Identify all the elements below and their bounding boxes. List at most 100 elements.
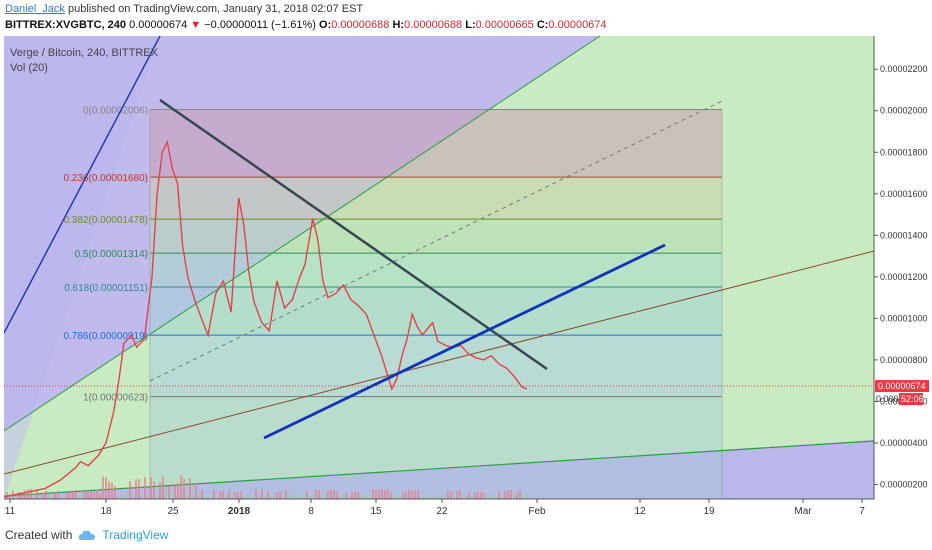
volume-bar	[15, 493, 17, 499]
volume-bar	[300, 495, 302, 499]
volume-bar	[228, 490, 230, 499]
volume-bar	[291, 493, 293, 499]
volume-bar	[96, 489, 98, 499]
volume-bar	[408, 490, 410, 499]
volume-bar	[102, 476, 104, 499]
volume-bar	[87, 491, 89, 499]
footer: Created with TradingView	[5, 528, 168, 542]
volume-bar	[354, 491, 356, 499]
last-price-badge: 0.00000674 0.000 52:06	[875, 380, 929, 406]
volume-bar	[24, 490, 26, 499]
volume-bar	[471, 495, 473, 499]
uptrend-support-line[interactable]	[263, 243, 666, 440]
tradingview-brand[interactable]: TradingView	[102, 528, 169, 542]
volume-bar	[18, 491, 20, 499]
high-label: H:	[392, 19, 405, 31]
price-tick-label: 0.00001400	[880, 230, 928, 240]
series-legend[interactable]: Verge / Bitcoin, 240, BITTREX	[10, 47, 158, 59]
volume-bar	[438, 494, 440, 499]
volume-bar	[243, 496, 245, 499]
plot-area[interactable]: 0(0.00002006) 0.236(0.00001680) 0.382(0.00…	[4, 36, 874, 499]
fib-level-label: 0.618(0.00001151)	[64, 283, 148, 294]
price-change: −0.00000011 (−1.61%)	[204, 19, 316, 31]
time-tick-label: Feb	[528, 506, 546, 517]
volume-bar	[36, 489, 38, 499]
volume-bar	[387, 489, 389, 499]
volume-bar	[450, 491, 452, 499]
volume-bar	[504, 491, 506, 499]
fib-retracement[interactable]: 0(0.00002006) 0.236(0.00001680) 0.382(0.00…	[63, 105, 723, 499]
volume-bar	[132, 492, 134, 499]
created-with-label: Created with	[5, 528, 73, 542]
fan-line-upper[interactable]	[4, 36, 601, 432]
volume-bar	[366, 493, 368, 499]
volume-bar	[198, 493, 200, 499]
volume-bar	[162, 476, 164, 499]
price-tick-label: 0.00000200	[880, 479, 928, 489]
price-chart[interactable]: 0(0.00002006) 0.236(0.00001680) 0.382(0.00…	[0, 36, 932, 520]
time-axis-ticks[interactable]: 11 18 25 2018 8 15 22 Feb 12 19 Mar 7	[5, 499, 865, 517]
volume-bar	[519, 489, 521, 499]
time-tick-label: 11	[5, 506, 16, 517]
volume-bar	[414, 491, 416, 499]
volume-bar	[222, 491, 224, 499]
ohlc-bar: BITTREX:XVGBTC, 240 0.00000674 ▼ −0.0000…	[5, 19, 607, 31]
volume-bar	[117, 495, 119, 499]
volume-bar	[489, 496, 491, 499]
fib-zone	[150, 287, 722, 336]
volume-bar	[270, 493, 272, 499]
volume-bar	[423, 494, 425, 499]
volume-bar	[54, 492, 56, 499]
author-link[interactable]: Daniel_Jack	[5, 3, 65, 15]
downtrend-line[interactable]	[159, 98, 548, 371]
volume-bar	[369, 495, 371, 499]
volume-bar	[255, 489, 257, 499]
brown-trendline[interactable]	[4, 250, 874, 475]
volume-bar	[432, 496, 434, 499]
volume-bar	[501, 493, 503, 499]
published-text: published on TradingView.com, January 31…	[67, 3, 364, 15]
volume-bar	[60, 495, 62, 499]
volume-bar	[327, 491, 329, 499]
price-tick-label: 0.00001000	[880, 313, 928, 323]
fan-line-steep[interactable]	[4, 36, 161, 334]
volume-bar	[378, 489, 380, 499]
volume-bar	[207, 496, 209, 499]
volume-bar	[285, 490, 287, 499]
volume-legend[interactable]: Vol (20)	[10, 62, 48, 74]
fib-level-label: 0.382(0.00001478)	[63, 215, 148, 226]
volume-bar	[276, 492, 278, 499]
volume-bar	[309, 496, 311, 499]
volume-bar	[195, 483, 197, 499]
volume-bar	[486, 495, 488, 499]
close-value: 0.00000674	[548, 19, 607, 31]
volume-bar	[210, 494, 212, 499]
volume-bar	[171, 490, 173, 499]
volume-bar	[144, 476, 146, 499]
fib-zone	[150, 253, 722, 288]
price-axis[interactable]	[874, 36, 932, 520]
volume-bar	[477, 491, 479, 499]
fib-level-label: 0(0.00002006)	[83, 105, 148, 116]
time-tick-label: 22	[436, 506, 448, 517]
fib-level-label: 0.786(0.00000919)	[63, 331, 148, 342]
volume-bar	[279, 491, 281, 499]
volume-bar	[264, 496, 266, 499]
volume-bar	[516, 492, 518, 499]
volume-bar	[213, 490, 215, 499]
price-tick-label: 0.00002000	[880, 106, 928, 116]
volume-bar	[69, 491, 71, 499]
fan-line-lower[interactable]	[4, 440, 874, 497]
volume-bar	[147, 495, 149, 499]
volume-bar	[219, 491, 221, 499]
volume-bar	[282, 494, 284, 499]
volume-bar	[510, 489, 512, 499]
volume-bar	[105, 477, 107, 499]
volume-bar	[57, 490, 59, 499]
volume-bar	[123, 494, 125, 499]
volume-bar	[480, 491, 482, 499]
volume-bar	[321, 496, 323, 499]
volume-bar	[468, 492, 470, 499]
volume-bar	[267, 491, 269, 499]
volume-bar	[129, 480, 131, 499]
